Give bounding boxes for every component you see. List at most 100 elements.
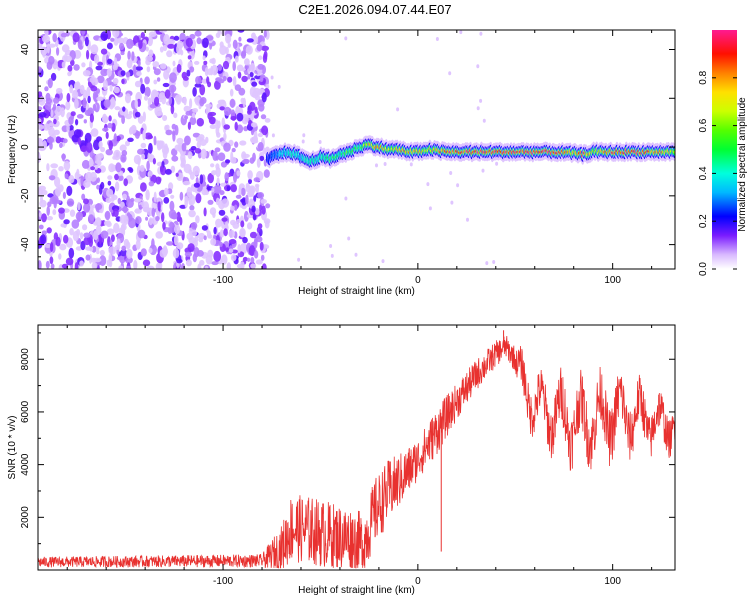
noise-cell (199, 84, 206, 96)
noise-cell (144, 86, 151, 98)
noise-cell (214, 80, 221, 90)
noise-cell (89, 113, 94, 123)
noise-cell (192, 165, 200, 176)
noise-cell (80, 175, 84, 187)
noise-cell (195, 193, 202, 204)
noise-cell (194, 30, 202, 37)
noise-cell (137, 60, 141, 67)
colorbar-tick-label: 0.6 (698, 118, 709, 132)
noise-cell (156, 111, 163, 116)
noise-cell (258, 55, 263, 60)
spectrogram-frame (37, 29, 676, 270)
noise-cell (82, 224, 88, 231)
noise-cell (81, 62, 86, 68)
noise-cell (223, 142, 231, 152)
noise-cell (216, 132, 221, 138)
noise-cell (195, 215, 200, 224)
noise-cell (184, 115, 189, 120)
noise-cell (44, 244, 52, 248)
noise-cell (133, 154, 141, 165)
noise-cell (190, 230, 197, 237)
noise-cell (242, 153, 250, 158)
noise-cell (41, 230, 47, 235)
noise-cell (58, 253, 62, 260)
noise-cell (172, 212, 178, 220)
noise-cell (261, 205, 266, 215)
noise-cell (138, 204, 142, 210)
x-axis-label: Height of straight line (km) (298, 286, 415, 297)
noise-cell (153, 68, 161, 76)
noise-cell (55, 87, 63, 94)
noise-cell (77, 39, 83, 50)
noise-cell (187, 121, 191, 130)
noise-cell (170, 194, 175, 199)
noise-cell (254, 95, 261, 101)
noise-cell (240, 187, 246, 197)
noise-cell (41, 213, 47, 223)
noise-cell (96, 96, 104, 102)
noise-cell (160, 63, 167, 70)
noise-cell (173, 35, 180, 41)
noise-cell (64, 55, 73, 63)
noise-cell (157, 201, 161, 212)
noise-cell (237, 30, 245, 33)
noise-cell (174, 144, 182, 151)
noise-cell (107, 58, 113, 65)
noise-cell (126, 248, 133, 259)
noise-cell (249, 62, 256, 73)
noise-cell (220, 182, 226, 187)
noise-cell (239, 140, 247, 146)
noise-cell (137, 229, 146, 239)
noise-cell (227, 76, 233, 83)
noise-cell (249, 157, 255, 164)
noise-cell (38, 185, 46, 191)
y-tick-label: 2000 (20, 506, 31, 529)
noise-cell (116, 238, 121, 247)
noise-cell (42, 123, 51, 131)
noise-cell (219, 229, 225, 238)
noise-cell (476, 64, 480, 69)
noise-cell (207, 173, 214, 184)
noise-cell (167, 43, 176, 49)
snr-frame (37, 324, 676, 571)
noise-cell (80, 145, 88, 152)
noise-cell (155, 215, 160, 222)
noise-cell (236, 219, 241, 224)
noise-cell (134, 111, 141, 118)
noise-cell (205, 254, 213, 265)
noise-cell (195, 177, 199, 185)
noise-cell (162, 221, 166, 230)
noise-cell (105, 131, 109, 139)
noise-cell (259, 241, 264, 251)
noise-cell (65, 100, 71, 111)
noise-cell (228, 229, 236, 238)
noise-cell (159, 46, 164, 53)
noise-cell (134, 80, 142, 88)
noise-cell (241, 114, 249, 125)
noise-cell (234, 121, 238, 131)
noise-cell (75, 211, 84, 221)
noise-cell (155, 176, 162, 185)
spectrogram-panel: -100 0 100 -40 -20 0 20 40 Height of straight li… (7, 29, 676, 297)
noise-cell (228, 248, 234, 253)
noise-cell (246, 222, 253, 230)
noise-cell (123, 215, 129, 225)
noise-cell (96, 249, 100, 255)
noise-cell (52, 209, 57, 216)
noise-cell (54, 105, 63, 116)
noise-cell (109, 84, 113, 92)
noise-cell (70, 111, 76, 117)
noise-cell (210, 163, 215, 168)
noise-cell (153, 135, 157, 146)
noise-cell (93, 154, 102, 165)
noise-cell (165, 124, 170, 130)
noise-cell (209, 42, 213, 50)
noise-cell (210, 238, 217, 246)
noise-cell (495, 161, 499, 166)
noise-cell (450, 200, 454, 205)
noise-cell (255, 259, 263, 265)
noise-cell (250, 263, 257, 269)
noise-cell (147, 152, 152, 162)
noise-cell (44, 101, 52, 110)
noise-cell (264, 220, 270, 229)
